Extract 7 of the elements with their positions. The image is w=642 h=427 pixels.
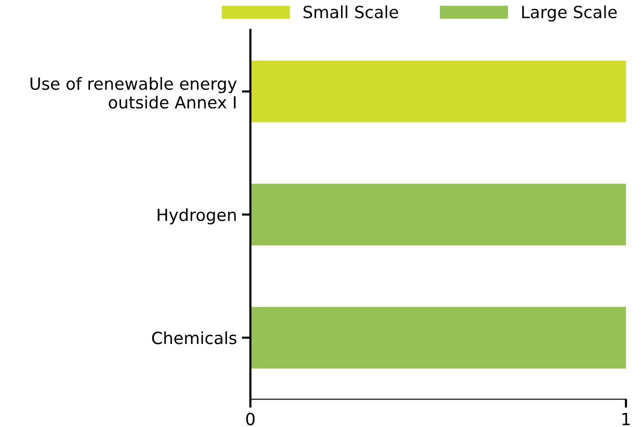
- x-tick-label: 0: [246, 412, 255, 426]
- y-tick-label: Use of renewable energy outside Annex I: [30, 77, 237, 109]
- y-tick-label: Hydrogen: [158, 208, 236, 224]
- y-tick-label: Chemicals: [152, 331, 236, 344]
- legend-label: Small Scale: [304, 5, 398, 18]
- x-tick-label: 1: [622, 412, 630, 426]
- legend-label: Large Scale: [522, 5, 617, 22]
